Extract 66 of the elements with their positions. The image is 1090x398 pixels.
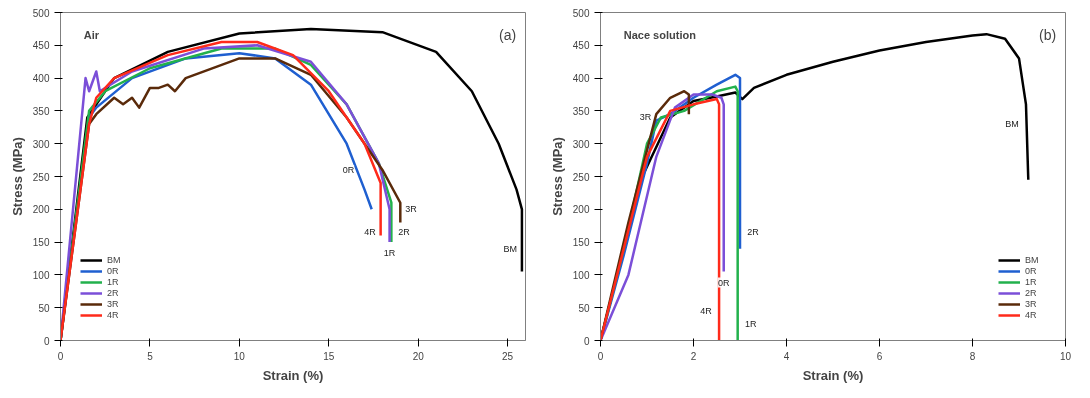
annotation: BM bbox=[1005, 119, 1019, 130]
legend-label: 2R bbox=[107, 288, 120, 298]
y-tick-label: 50 bbox=[578, 302, 590, 314]
y-tick-label: 0 bbox=[43, 335, 50, 347]
annotation: BM bbox=[503, 243, 517, 254]
y-tick-label: 400 bbox=[32, 73, 50, 85]
x-tick-label: 15 bbox=[323, 350, 335, 362]
annotation: 1R bbox=[745, 319, 758, 330]
legend-label: 1R bbox=[107, 277, 120, 287]
y-tick-label: 100 bbox=[32, 269, 50, 281]
annotation: 2R bbox=[398, 227, 411, 238]
x-axis-title: Strain (%) bbox=[262, 367, 324, 383]
legend-label: 0R bbox=[1025, 266, 1038, 276]
x-tick-label: 0 bbox=[57, 350, 64, 362]
y-tick-label: 450 bbox=[572, 40, 590, 52]
y-tick-label: 200 bbox=[572, 204, 590, 216]
y-tick-label: 150 bbox=[572, 237, 590, 249]
x-tick-label: 25 bbox=[502, 350, 514, 362]
x-tick-label: 5 bbox=[147, 350, 154, 362]
y-tick-label: 250 bbox=[32, 171, 50, 183]
legend-label: 4R bbox=[107, 310, 120, 320]
y-tick-label: 200 bbox=[32, 204, 50, 216]
x-axis-title: Strain (%) bbox=[802, 367, 864, 383]
y-axis-title: Stress (MPa) bbox=[549, 137, 565, 216]
x-tick-label: 10 bbox=[1059, 350, 1072, 362]
annotation: (b) bbox=[1039, 27, 1057, 44]
annotation: (a) bbox=[499, 27, 517, 44]
y-tick-label: 450 bbox=[32, 40, 50, 52]
legend-label: 1R bbox=[1025, 277, 1038, 287]
legend-label: 0R bbox=[107, 266, 120, 276]
y-tick-label: 50 bbox=[38, 302, 50, 314]
x-tick-label: 2 bbox=[690, 350, 697, 362]
legend-label: 2R bbox=[1025, 288, 1038, 298]
x-tick-label: 6 bbox=[876, 350, 883, 362]
y-tick-label: 350 bbox=[572, 105, 590, 117]
y-tick-label: 400 bbox=[572, 73, 590, 85]
annotation: 3R bbox=[405, 204, 418, 215]
y-tick-label: 100 bbox=[572, 269, 590, 281]
x-tick-label: 10 bbox=[233, 350, 246, 362]
legend-label: 3R bbox=[1025, 299, 1038, 309]
x-tick-label: 4 bbox=[783, 350, 790, 362]
annotation: Air bbox=[83, 29, 100, 42]
legend-label: BM bbox=[1025, 255, 1040, 265]
y-tick-label: 350 bbox=[32, 105, 50, 117]
legend-label: 3R bbox=[107, 299, 120, 309]
annotation: 4R bbox=[364, 227, 377, 238]
y-tick-label: 250 bbox=[572, 171, 590, 183]
annotation: 4R bbox=[700, 305, 713, 316]
annotation: 0R bbox=[342, 164, 355, 175]
annotation: 3R bbox=[639, 112, 652, 123]
legend-label: BM bbox=[107, 255, 122, 265]
y-tick-label: 500 bbox=[32, 7, 50, 19]
annotation: 2R bbox=[747, 227, 760, 238]
annotation: Nace solution bbox=[623, 29, 697, 42]
y-tick-label: 150 bbox=[32, 237, 50, 249]
annotation: 0R bbox=[717, 277, 730, 288]
legend-label: 4R bbox=[1025, 310, 1038, 320]
y-tick-label: 300 bbox=[32, 138, 50, 150]
annotation: 1R bbox=[383, 248, 396, 259]
y-tick-label: 500 bbox=[572, 7, 590, 19]
x-tick-label: 0 bbox=[597, 350, 604, 362]
y-tick-label: 300 bbox=[572, 138, 590, 150]
x-tick-label: 8 bbox=[969, 350, 976, 362]
y-tick-label: 0 bbox=[583, 335, 590, 347]
x-tick-label: 20 bbox=[412, 350, 425, 362]
y-axis-title: Stress (MPa) bbox=[9, 137, 25, 216]
